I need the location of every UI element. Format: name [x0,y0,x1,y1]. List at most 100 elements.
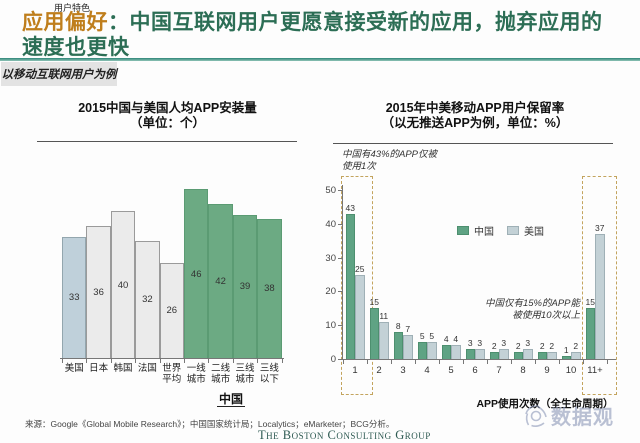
title-line1: ：中国互联网用户更愿意接受新的应用，抛弃应用的 [108,11,603,34]
left-bar-法国: 32 [135,240,160,358]
left-bar-日本: 36 [86,225,111,358]
bar-中国-8 [513,352,523,359]
left-x-label-日本: 日本 [86,363,110,375]
y-tick-10 [338,325,342,327]
right-axis-tick [439,360,440,364]
left-axis-tick [135,359,137,363]
left-bar-chart: 中国 33 美国 36 日本 40 韩国 32 法国 26 世界 平均 46 一线 城市 42 二线 城市 39 三… [20,143,320,413]
right-title-rule [333,143,613,144]
left-bar-韩国: 40 [110,211,136,358]
left-x-label-line: 韩国 [113,363,133,374]
title-highlight: 应用偏好 [22,11,108,34]
legend-label-中国: 中国 [474,227,494,238]
title-line2: 速度也更快 [22,36,130,59]
left-x-label-line: 城市 [211,373,231,385]
right-grouped-bar-chart: 中国有43%的APP仅被 使用1次 中国仅有15%的APP能 被使用10次以上 … [325,145,640,415]
legend: 中国 美国 [457,223,552,238]
divider-rule [0,58,640,61]
left-x-label-美国: 美国 [62,363,86,375]
bar-美国-5 [451,345,461,359]
right-axis-tick [511,360,512,364]
right-axis-tick [559,360,560,364]
bar-value-美国-3: 7 [405,324,411,335]
left-chart-title-line2: （单位：个） [129,116,205,130]
bar-value-美国-4: 5 [429,331,435,342]
y-tick-40 [338,223,342,225]
right-axis-tick [583,360,584,364]
right-x-axis [342,359,616,360]
left-x-label-line: 以下 [259,373,279,385]
bar-中国-6 [465,348,475,359]
bar-value-美国-8: 3 [525,337,531,348]
left-x-label-一线城市: 一线 城市 [184,363,208,385]
left-axis-tick [86,359,88,363]
bar-中国-2 [369,308,379,359]
left-x-label-法国: 法国 [135,363,159,375]
left-bar-三线以下: 38 [257,218,282,358]
bar-中国-5 [441,345,451,359]
right-chart-title-line1: 2015年中美移动APP用户保留率 [385,101,565,115]
right-axis-tick [487,360,488,364]
left-bar-三线城市: 39 [232,214,258,358]
y-tick-30 [338,257,342,259]
bar-value-美国-1: 25 [355,263,365,274]
bar-value-中国-9: 2 [539,341,545,352]
watermark-swirl-icon [525,404,547,427]
left-x-label-line: 美国 [64,363,84,374]
legend-swatch-美国 [507,226,519,235]
bar-value-美国-2: 11 [379,310,389,321]
left-x-label-line: 一线 [186,363,206,374]
left-axis-tick [232,359,234,363]
right-axis-tick [391,360,392,364]
right-axis-tick [607,360,608,364]
right-axis-tick [535,360,536,364]
right-x-label-6: 6 [472,365,478,376]
left-x-label-line: 平均 [162,373,182,385]
bar-value-美国-7: 3 [501,337,507,348]
bar-value-中国-4: 5 [419,331,425,342]
left-x-label-line: 世界 [162,363,182,374]
bar-美国-8 [523,348,533,359]
right-x-label-8: 8 [520,365,526,376]
bar-美国-9 [547,352,557,359]
left-x-label-三线城市: 三线 城市 [233,363,257,385]
y-tick-label-40: 40 [325,218,336,230]
right-x-label-11+: 11+ [587,365,603,376]
right-axis-tick [367,360,368,364]
right-axis-tick [415,360,416,364]
right-chart-title-line2: （以无推送APP为例，单位：%） [381,116,569,130]
y-tick-50 [338,190,342,191]
left-axis-tick [184,359,185,363]
right-x-label-3: 3 [400,365,406,376]
bar-中国-9 [537,352,547,359]
left-x-label-二线城市: 二线 城市 [208,363,232,385]
y-tick-label-50: 50 [325,185,336,196]
xaxis-title: APP使用次数（全生命周期） [476,398,614,410]
bar-美国-6 [475,348,485,359]
left-chart-title: 2015中国与美国人均APP安装量 （单位：个） [20,101,315,131]
right-x-label-5: 5 [448,365,454,376]
watermark: 数据观 [524,401,614,430]
left-x-axis [60,358,284,359]
left-axis-tick [159,359,161,363]
left-chart-title-line1: 2015中国与美国人均APP安装量 [78,101,257,115]
eyebrow-label: 用户特色 [54,3,91,13]
bar-value-美国-5: 4 [453,334,459,345]
bar-中国-4 [417,342,427,359]
legend-swatch-中国 [457,226,469,235]
legend-label-美国: 美国 [524,227,544,238]
left-x-label-世界平均: 世界 平均 [160,363,184,385]
page-title: 应用偏好：中国互联网用户更愿意接受新的应用，抛弃应用的 速度也更快 [22,10,622,60]
y-tick-label-10: 10 [325,320,336,332]
bar-美国-7 [499,348,509,359]
bar-value-中国-2: 15 [369,297,379,308]
left-x-label-line: 城市 [235,373,255,385]
bar-美国-4 [427,342,437,359]
bar-value-美国-11+: 37 [595,222,605,233]
left-axis-tick [257,359,259,363]
right-x-label-10: 10 [565,365,577,376]
left-x-label-line: 城市 [186,373,206,385]
bar-value-中国-11+: 15 [585,297,595,308]
left-bar-世界平均: 26 [159,262,184,358]
highlight-box-last [582,176,617,395]
